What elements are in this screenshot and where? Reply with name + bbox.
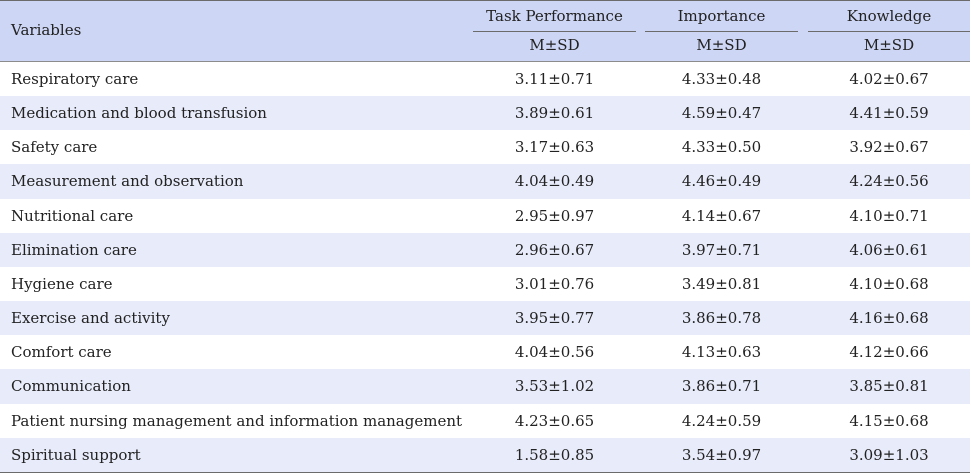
knowledge-cell: 3.85±0.81: [849, 377, 929, 396]
importance-cell: 3.97±0.71: [681, 240, 762, 259]
variable-cell: Respiratory care: [11, 70, 139, 88]
task-performance-cell: 1.58±0.85: [514, 445, 595, 464]
variable-cell: Spiritual support: [11, 445, 141, 464]
task-performance-subheader: M±SD: [529, 36, 580, 54]
table-header: Variables Task Performance M±SD Importan…: [0, 1, 970, 62]
task-performance-cell: 3.17±0.63: [514, 138, 595, 157]
table-row: Safety care 3.17±0.63 4.33±0.50 3.92±0.6…: [0, 130, 970, 164]
table-row: Comfort care 4.04±0.56 4.13±0.63 4.12±0.…: [0, 335, 970, 369]
importance-title: Importance: [677, 7, 766, 25]
variable-cell: Medication and blood transfusion: [11, 104, 267, 123]
table-row: Elimination care 2.96±0.67 3.97±0.71 4.0…: [0, 232, 970, 267]
knowledge-title: Knowledge: [846, 7, 932, 25]
task-performance-cell: 2.95±0.97: [514, 206, 595, 225]
table-row: Respiratory care 3.11±0.71 4.33±0.48 4.0…: [0, 62, 970, 96]
importance-cell: 3.54±0.97: [681, 445, 762, 464]
variable-cell: Nutritional care: [11, 206, 134, 225]
knowledge-cell: 4.12±0.66: [849, 343, 929, 362]
importance-subheader: M±SD: [696, 36, 747, 54]
task-performance-header: Task Performance M±SD: [473, 1, 636, 61]
knowledge-cell: 4.15±0.68: [849, 411, 929, 430]
importance-cell: 4.46±0.49: [681, 172, 762, 191]
task-performance-cell: 3.01±0.76: [514, 274, 595, 293]
task-performance-cell: 4.23±0.65: [514, 411, 595, 430]
importance-cell: 4.33±0.50: [681, 138, 762, 157]
knowledge-cell: 4.10±0.68: [849, 274, 929, 293]
table-row: Nutritional care 2.95±0.97 4.14±0.67 4.1…: [0, 199, 970, 233]
knowledge-cell: 4.24±0.56: [849, 172, 929, 191]
table-row: Measurement and observation 4.04±0.49 4.…: [0, 164, 970, 199]
variables-column-header: Variables: [11, 21, 82, 39]
importance-cell: 4.13±0.63: [681, 343, 762, 362]
knowledge-cell: 4.10±0.71: [849, 206, 929, 225]
table-row: Exercise and activity 3.95±0.77 3.86±0.7…: [0, 301, 970, 336]
task-performance-cell: 4.04±0.56: [514, 343, 595, 362]
task-performance-cell: 3.53±1.02: [514, 377, 595, 396]
task-performance-cell: 2.96±0.67: [514, 240, 595, 259]
importance-cell: 3.49±0.81: [681, 274, 762, 293]
importance-cell: 4.59±0.47: [681, 104, 762, 123]
variable-cell: Patient nursing management and informati…: [11, 411, 463, 430]
importance-cell: 4.24±0.59: [681, 411, 762, 430]
table-row: Spiritual support 1.58±0.85 3.54±0.97 3.…: [0, 437, 970, 472]
variable-cell: Measurement and observation: [11, 172, 244, 191]
importance-cell: 4.14±0.67: [681, 206, 762, 225]
task-performance-cell: 3.89±0.61: [514, 104, 595, 123]
knowledge-cell: 4.06±0.61: [849, 240, 929, 259]
table-row: Medication and blood transfusion 3.89±0.…: [0, 96, 970, 131]
table-row: Patient nursing management and informati…: [0, 404, 970, 438]
task-performance-title: Task Performance: [486, 7, 623, 25]
header-rule: [473, 31, 636, 32]
variable-cell: Communication: [11, 377, 131, 396]
knowledge-cell: 4.02±0.67: [849, 70, 929, 88]
table-row: Hygiene care 3.01±0.76 3.49±0.81 4.10±0.…: [0, 267, 970, 301]
variable-cell: Hygiene care: [11, 274, 113, 293]
task-performance-cell: 3.95±0.77: [514, 309, 595, 328]
variable-cell: Exercise and activity: [11, 309, 170, 328]
variable-cell: Comfort care: [11, 343, 112, 362]
importance-cell: 4.33±0.48: [681, 70, 762, 88]
table-row: Communication 3.53±1.02 3.86±0.71 3.85±0…: [0, 369, 970, 404]
importance-cell: 3.86±0.78: [681, 309, 762, 328]
knowledge-cell: 3.09±1.03: [849, 445, 929, 464]
variable-cell: Elimination care: [11, 240, 137, 259]
task-performance-cell: 4.04±0.49: [514, 172, 595, 191]
knowledge-subheader: M±SD: [863, 36, 915, 54]
knowledge-header: Knowledge M±SD: [808, 1, 970, 61]
knowledge-cell: 3.92±0.67: [849, 138, 929, 157]
knowledge-cell: 4.41±0.59: [849, 104, 929, 123]
knowledge-cell: 4.16±0.68: [849, 309, 929, 328]
importance-header: Importance M±SD: [645, 1, 798, 61]
header-rule: [645, 31, 798, 32]
task-performance-cell: 3.11±0.71: [514, 70, 595, 88]
variable-cell: Safety care: [11, 138, 98, 157]
importance-cell: 3.86±0.71: [681, 377, 762, 396]
header-rule: [808, 31, 970, 32]
